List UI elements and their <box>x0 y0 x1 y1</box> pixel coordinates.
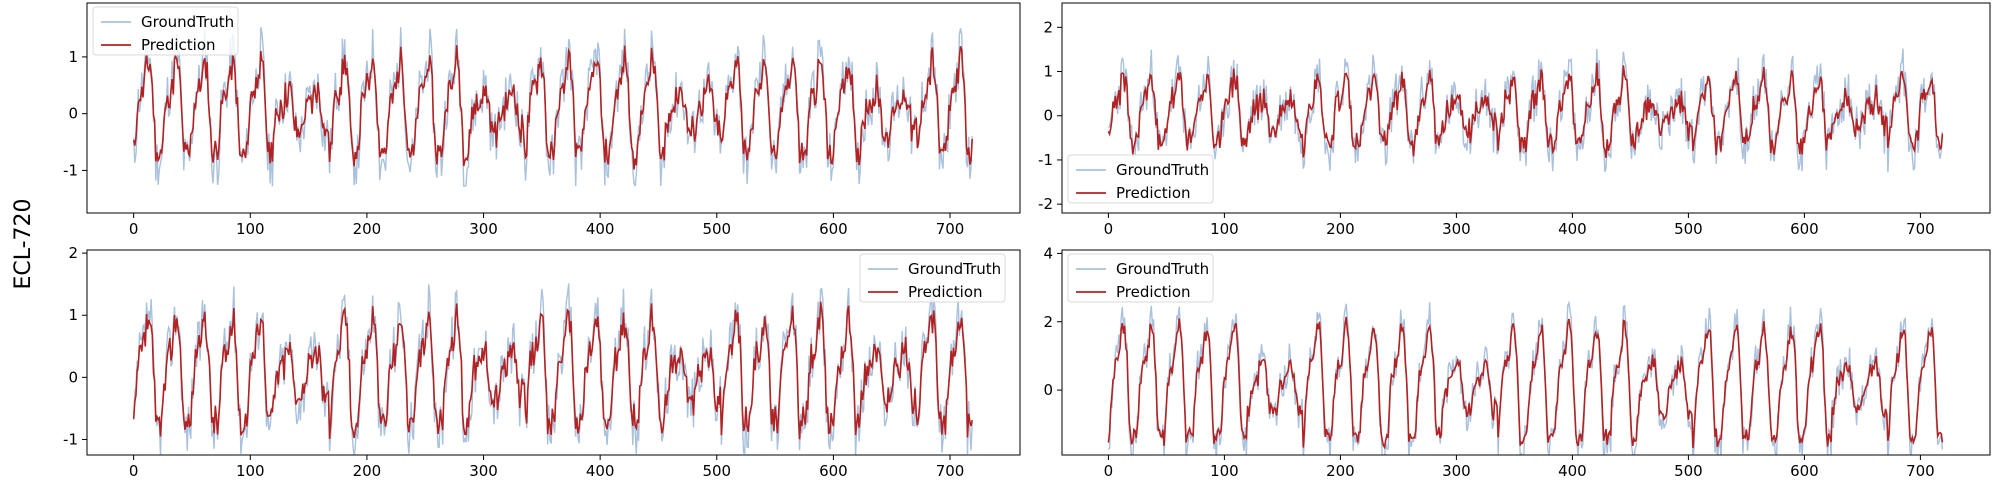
x-tick-label: 500 <box>1674 462 1703 480</box>
y-tick-label: -2 <box>1038 195 1053 213</box>
legend-label-groundtruth: GroundTruth <box>908 260 1001 278</box>
y-tick-label: 0 <box>68 105 78 123</box>
legend: GroundTruth Prediction <box>92 6 239 56</box>
legend: GroundTruth Prediction <box>1067 253 1214 303</box>
x-tick-label: 300 <box>469 220 498 238</box>
legend-label-prediction: Prediction <box>1116 184 1191 202</box>
x-tick-label: 700 <box>936 220 965 238</box>
series-line-groundtruth <box>133 27 973 187</box>
y-tick-label: 1 <box>68 48 78 66</box>
row-label: ECL-720 <box>11 198 36 289</box>
x-tick-label: 600 <box>819 220 848 238</box>
y-tick-label: 0 <box>68 368 78 386</box>
y-tick-label: 2 <box>1043 313 1053 331</box>
x-tick-label: 0 <box>1104 462 1114 480</box>
y-tick-label: -1 <box>63 430 78 448</box>
x-tick-label: 100 <box>236 220 265 238</box>
chart-panel-top-right: 0 100 200 300 400 500 600 700 -2 -1 0 1 2 GroundTruth… <box>1038 2 1991 238</box>
legend-label-groundtruth: GroundTruth <box>1116 161 1209 179</box>
series-line-groundtruth <box>1107 48 1944 173</box>
series-line-groundtruth <box>133 283 973 455</box>
x-tick-label: 200 <box>353 220 382 238</box>
legend-box <box>1067 253 1214 303</box>
axes-frame <box>1061 2 1991 214</box>
x-tick-label: 400 <box>586 220 615 238</box>
series-line-prediction <box>132 45 973 170</box>
legend-box <box>859 253 1006 303</box>
x-tick-label: 200 <box>1326 220 1355 238</box>
x-tick-label: 100 <box>1210 462 1239 480</box>
x-tick-label: 500 <box>702 462 731 480</box>
x-tick-label: 300 <box>1442 462 1471 480</box>
y-tick-label: 0 <box>1043 107 1053 125</box>
x-tick-label: 0 <box>129 220 139 238</box>
x-tick-label: 100 <box>1210 220 1239 238</box>
series-line-groundtruth <box>1107 300 1944 455</box>
x-tick-label: 500 <box>702 220 731 238</box>
series-line-prediction <box>132 301 973 440</box>
y-tick-label: -1 <box>63 161 78 179</box>
chart-panel-bottom-right: 0 100 200 300 400 500 600 700 0 2 4 GroundTruth Pred… <box>1043 244 1991 480</box>
legend-label-prediction: Prediction <box>141 36 216 54</box>
x-tick-label: 600 <box>1790 462 1819 480</box>
x-tick-label: 400 <box>1558 462 1587 480</box>
chart-panel-bottom-left: 0 100 200 300 400 500 600 700 -1 0 1 2 GroundTruth Pr… <box>63 244 1021 480</box>
legend: GroundTruth Prediction <box>1067 154 1214 204</box>
series-line-prediction <box>1107 62 1944 159</box>
y-tick-label: 2 <box>68 244 78 262</box>
x-tick-label: 200 <box>353 462 382 480</box>
x-tick-label: 300 <box>469 462 498 480</box>
y-tick-label: 1 <box>68 306 78 324</box>
y-tick-label: 2 <box>1043 18 1053 36</box>
x-tick-label: 500 <box>1674 220 1703 238</box>
x-tick-label: 400 <box>586 462 615 480</box>
legend-label-groundtruth: GroundTruth <box>1116 260 1209 278</box>
x-tick-label: 400 <box>1558 220 1587 238</box>
y-tick-label: 1 <box>1043 63 1053 81</box>
x-tick-label: 600 <box>1790 220 1819 238</box>
legend-box <box>92 6 239 56</box>
series-line-prediction <box>1107 316 1944 450</box>
x-tick-label: 0 <box>1104 220 1114 238</box>
x-tick-label: 600 <box>819 462 848 480</box>
x-tick-label: 0 <box>129 462 139 480</box>
x-tick-label: 300 <box>1442 220 1471 238</box>
legend-label-groundtruth: GroundTruth <box>141 13 234 31</box>
y-tick-label: 4 <box>1043 244 1053 262</box>
x-tick-label: 200 <box>1326 462 1355 480</box>
y-tick-label: 0 <box>1043 381 1053 399</box>
axes-frame <box>86 249 1021 456</box>
legend-box <box>1067 154 1214 204</box>
y-tick-label: -1 <box>1038 151 1053 169</box>
x-tick-label: 100 <box>236 462 265 480</box>
legend-label-prediction: Prediction <box>1116 283 1191 301</box>
legend-label-prediction: Prediction <box>908 283 983 301</box>
legend: GroundTruth Prediction <box>859 253 1006 303</box>
axes-frame <box>1061 249 1991 456</box>
x-tick-label: 700 <box>936 462 965 480</box>
x-tick-label: 700 <box>1906 462 1935 480</box>
axes-frame <box>86 2 1021 214</box>
chart-panel-top-left: 0 100 200 300 400 500 600 700 -1 0 1 GroundTruth Pre… <box>63 2 1021 238</box>
x-tick-label: 700 <box>1906 220 1935 238</box>
